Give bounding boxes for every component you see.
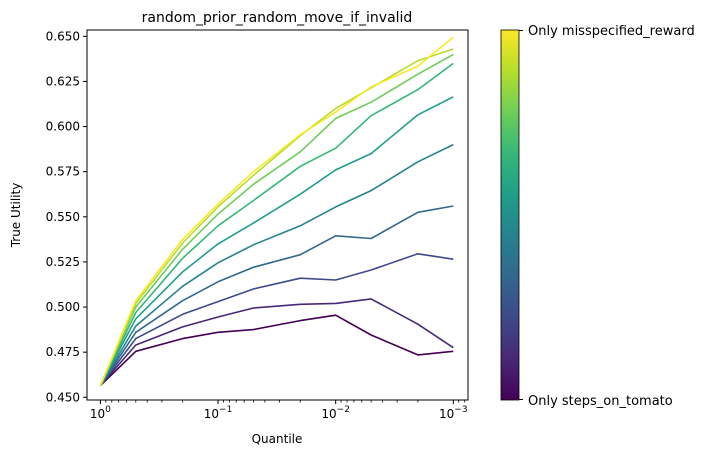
- series-line-10: [99, 36, 454, 386]
- series-line-5: [99, 143, 454, 387]
- y-tick-label: 0.475: [46, 345, 80, 359]
- x-tick-label: 10−1: [204, 405, 233, 421]
- series-line-9: [99, 48, 454, 386]
- x-axis-label: Quantile: [252, 432, 303, 446]
- y-tick-label: 0.450: [46, 390, 80, 404]
- y-tick-label: 0.625: [46, 74, 80, 88]
- x-tick-label: 100: [90, 405, 111, 421]
- series-line-1: [99, 314, 454, 387]
- series-line-3: [99, 253, 454, 387]
- y-tick-label: 0.575: [46, 165, 80, 179]
- chart-title: random_prior_random_move_if_invalid: [142, 10, 413, 26]
- colorbar: Only misspecified_reward Only steps_on_t…: [500, 24, 695, 409]
- x-axis: 100 10−1 10−2 10−3: [90, 400, 468, 421]
- plot-area: [99, 36, 454, 387]
- x-tick-label: 10−2: [321, 405, 350, 421]
- series-line-4: [99, 205, 454, 387]
- y-tick-label: 0.600: [46, 120, 80, 134]
- colorbar-top-label: Only misspecified_reward: [528, 24, 695, 39]
- y-axis-label: True Utility: [9, 183, 23, 249]
- colorbar-bottom-label: Only steps_on_tomato: [528, 394, 673, 409]
- x-tick-label: 10−3: [439, 405, 468, 421]
- y-axis: 0.450 0.475 0.500 0.525 0.550 0.575 0.600 0.625…: [46, 29, 87, 404]
- series-line-2: [99, 298, 454, 387]
- series-line-6: [99, 96, 454, 386]
- y-tick-label: 0.550: [46, 210, 80, 224]
- y-tick-label: 0.525: [46, 255, 80, 269]
- y-tick-label: 0.500: [46, 300, 80, 314]
- series-line-7: [99, 62, 454, 386]
- colorbar-gradient: [500, 29, 520, 401]
- y-tick-label: 0.650: [46, 29, 80, 43]
- series-line-8: [99, 53, 454, 386]
- plot-frame: [86, 29, 469, 401]
